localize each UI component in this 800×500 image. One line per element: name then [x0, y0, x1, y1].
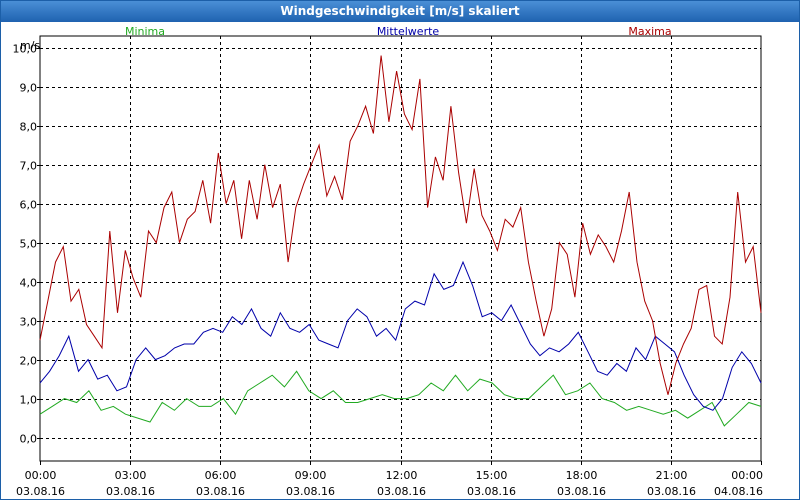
y-tick-label: 9,0	[20, 82, 38, 95]
x-tick-date: 03.08.16	[196, 485, 245, 498]
y-tick-label: 2,0	[20, 355, 38, 368]
x-tick-date: 04.08.16	[714, 485, 763, 498]
y-tick-label: 3,0	[20, 316, 38, 329]
x-tick-time: 09:00	[295, 469, 327, 482]
legend-maxima: Maxima	[628, 25, 671, 38]
series-line-minima	[39, 370, 762, 427]
y-tick-label: 4,0	[20, 277, 38, 290]
x-tick-date: 03.08.16	[467, 485, 516, 498]
x-tick-time: 00:00	[731, 469, 763, 482]
y-tick-label: 0,0	[20, 433, 38, 446]
y-tick-label: 5,0	[20, 238, 38, 251]
x-tick-date: 03.08.16	[557, 485, 606, 498]
y-tick-label: 1,0	[20, 394, 38, 407]
x-tick-time: 03:00	[115, 469, 147, 482]
x-tick-time: 00:00	[25, 469, 57, 482]
y-tick-label: 7,0	[20, 160, 38, 173]
legend-mittelwerte: Mittelwerte	[377, 25, 440, 38]
x-tick-date: 03.08.16	[16, 485, 65, 498]
chart-title: Windgeschwindigkeit [m/s] skaliert	[1, 1, 799, 22]
x-tick-date: 03.08.16	[286, 485, 335, 498]
plot-area	[39, 35, 762, 462]
x-tick-time: 21:00	[656, 469, 688, 482]
legend-minima: Minima	[125, 25, 165, 38]
x-tick-time: 12:00	[386, 469, 418, 482]
y-tick-label: 6,0	[20, 199, 38, 212]
y-axis-label: m/s	[20, 39, 40, 52]
series-line-maxima	[39, 55, 762, 395]
x-tick-time: 18:00	[566, 469, 598, 482]
x-tick-date: 03.08.16	[106, 485, 155, 498]
y-tick-label: 8,0	[20, 121, 38, 134]
series-line-mittelwerte	[39, 260, 762, 411]
x-tick-date: 03.08.16	[377, 485, 426, 498]
x-tick-time: 15:00	[476, 469, 508, 482]
x-tick-date: 03.08.16	[647, 485, 696, 498]
y-tick-label: 10,0	[13, 43, 38, 56]
x-tick-time: 06:00	[205, 469, 237, 482]
